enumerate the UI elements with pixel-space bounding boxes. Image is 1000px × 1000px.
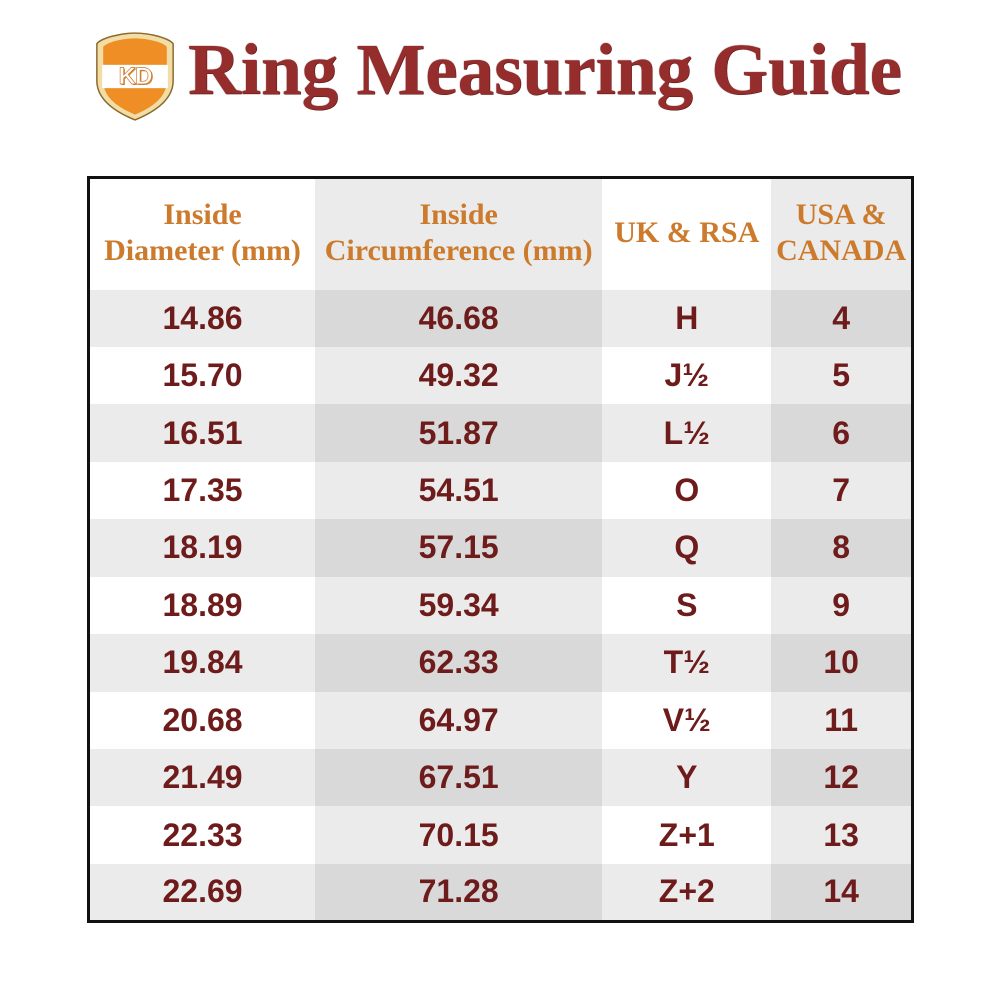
svg-text:KD: KD [118,63,152,90]
